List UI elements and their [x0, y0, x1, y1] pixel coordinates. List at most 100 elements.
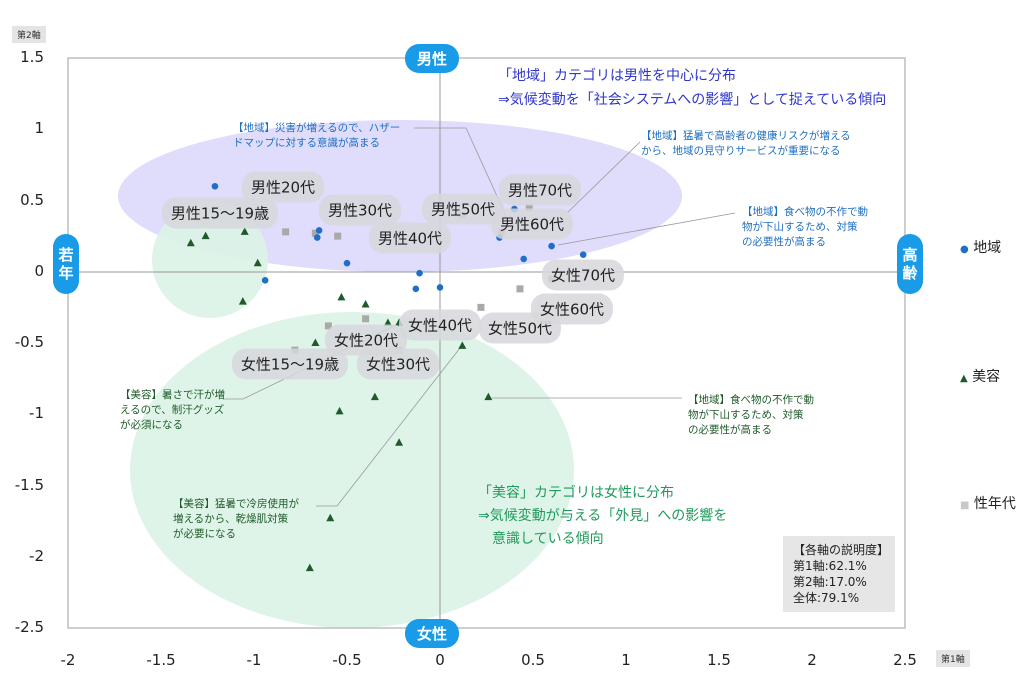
leader-line: [414, 127, 508, 219]
beauty-point: [240, 227, 249, 235]
x-axis-title: 第1軸: [936, 650, 970, 667]
sex-age-label: 男性30代: [318, 194, 402, 226]
legend-item-area: ● 地域: [960, 237, 1001, 257]
callout-line: 物が下山するため、対策: [688, 409, 804, 421]
pole-top-label: 男性: [405, 44, 460, 73]
x-tick-label: 0: [435, 651, 445, 669]
y-tick-label: 0: [34, 261, 44, 280]
area-point: [313, 234, 321, 241]
explained-variance-box: 【各軸の説明度】 第1軸:62.1% 第2軸:17.0% 全体:79.1%: [783, 536, 895, 612]
y-tick-label: -2.5: [14, 618, 44, 636]
legend-item-sex-age: ■ 性年代: [960, 493, 1016, 513]
callout-line: 【地域】災害が増えるので、ハザー: [233, 122, 401, 134]
beauty-point: [337, 292, 346, 301]
note-line: ⇒気候変動を「社会システムへの影響」として捉えている傾向: [498, 92, 887, 108]
callout-line: 【美容】暑さで汗が増: [120, 389, 225, 401]
pole-left-label: 若年: [53, 234, 79, 294]
legend-label: 性年代: [973, 496, 1016, 512]
sex-age-label: 女性60代: [530, 293, 614, 325]
beauty-point: [383, 318, 392, 327]
sex-age-point: [525, 204, 533, 212]
callout-disaster: 【地域】災害が増えるので、ハザー ドマップに対する意識が高まる: [233, 121, 400, 151]
callout-line: 物が下山するため、対策: [742, 221, 858, 233]
x-tick-label: 1: [621, 651, 631, 669]
callout-dry-skin: 【美容】猛暑で冷房使用が 増えるから、乾燥肌対策 が必要になる: [173, 497, 299, 542]
area-point: [343, 259, 351, 267]
leader-line: [316, 347, 461, 507]
sex-age-point: [334, 232, 342, 240]
callout-heat-elderly: 【地域】猛暑で高齢者の健康リスクが増える から、地域の見守りサービスが重要になる: [641, 129, 851, 159]
beauty-point: [361, 300, 370, 308]
x-tick-label: 2: [807, 651, 817, 669]
beauty-point: [186, 238, 195, 247]
beauty-point: [311, 338, 320, 346]
callout-line: が必要になる: [173, 528, 236, 540]
callout-line: の必要性が高まる: [742, 236, 826, 248]
sex-age-point: [516, 285, 524, 293]
x-tick-label: -2: [60, 651, 76, 669]
y-tick-label: -0.5: [14, 333, 44, 351]
callout-line: 【地域】猛暑で高齢者の健康リスクが増える: [641, 130, 851, 142]
area-point: [548, 242, 555, 250]
callout-line: 【地域】食べ物の不作で動: [742, 206, 868, 218]
sex-age-label: 男性60代: [490, 208, 574, 240]
beauty-note: 「美容」カテゴリは女性に分布 ⇒気候変動が与える「外見」への影響を 意識している…: [478, 482, 727, 551]
callout-line: ドマップに対する意識が高まる: [233, 137, 380, 149]
area-point: [211, 182, 219, 190]
plot-frame: [67, 57, 906, 629]
area-point: [416, 269, 423, 277]
sex-age-label: 女性40代: [398, 309, 482, 341]
sex-age-point: [282, 228, 290, 236]
callout-line: から、地域の見守りサービスが重要になる: [641, 145, 841, 157]
sex-age-label: 男性15〜19歳: [161, 197, 279, 229]
callout-sweat: 【美容】暑さで汗が増 えるので、制汗グッズ が必須になる: [120, 388, 225, 433]
explained-total: 全体:79.1%: [793, 591, 860, 605]
area-note: 「地域」カテゴリは男性を中心に分布 ⇒気候変動を「社会システムへの影響」として捉…: [498, 64, 886, 112]
legend-label: 美容: [972, 369, 1001, 385]
beauty-point: [484, 392, 493, 401]
area-point: [436, 284, 444, 291]
explained-title: 【各軸の説明度】: [793, 543, 890, 557]
x-tick-label: -0.5: [332, 651, 362, 669]
leader-lines: [224, 127, 736, 507]
x-tick-label: -1.5: [146, 651, 176, 669]
sex-age-label: 女性70代: [541, 259, 625, 291]
area-point: [412, 285, 420, 293]
cluster-areas: [118, 120, 682, 628]
callout-line: 【美容】猛暑で冷房使用が: [173, 498, 299, 510]
sex-age-point: [324, 322, 332, 330]
area-point: [261, 277, 269, 284]
legend-item-beauty: ▲ 美容: [960, 366, 1000, 386]
area-point: [315, 227, 323, 234]
beauty-point: [238, 297, 247, 305]
x-tick-label: 0.5: [521, 651, 545, 669]
sex-age-label: 女性30代: [356, 348, 440, 380]
callout-food-animals-blue: 【地域】食べ物の不作で動 物が下山するため、対策 の必要性が高まる: [742, 205, 868, 250]
pole-bottom-label: 女性: [405, 619, 460, 648]
callout-line: えるので、制汗グッズ: [120, 404, 225, 416]
beauty-point: [458, 341, 467, 349]
note-line: ⇒気候変動が与える「外見」への影響を: [478, 508, 728, 524]
triangle-icon: ▲: [960, 373, 968, 384]
beauty-point: [253, 258, 262, 267]
note-line: 「地域」カテゴリは男性を中心に分布: [498, 68, 736, 84]
callout-food-animals-green: 【地域】食べ物の不作で動 物が下山するため、対策 の必要性が高まる: [688, 393, 814, 438]
square-icon: ■: [960, 500, 970, 511]
area-point: [579, 251, 587, 258]
callout-line: 増えるから、乾燥肌対策: [173, 513, 289, 525]
callout-line: 【地域】食べ物の不作で動: [688, 394, 814, 406]
y-tick-label: 0.5: [20, 190, 44, 209]
y-tick-label: -1: [29, 404, 44, 423]
sex-age-label: 男性70代: [498, 174, 582, 206]
legend-label: 地域: [973, 240, 1002, 256]
y-axis-title: 第2軸: [12, 26, 46, 43]
sex-age-label: 女性15〜19歳: [231, 348, 349, 380]
leader-line: [566, 141, 641, 214]
beauty-point: [326, 513, 335, 522]
pole-right-label: 高齢: [897, 234, 923, 294]
explained-axis2: 第2軸:17.0%: [793, 575, 867, 589]
sex-age-label: 男性20代: [241, 171, 325, 203]
y-tick-label: -1.5: [14, 475, 44, 494]
callout-line: の必要性が高まる: [688, 424, 772, 436]
